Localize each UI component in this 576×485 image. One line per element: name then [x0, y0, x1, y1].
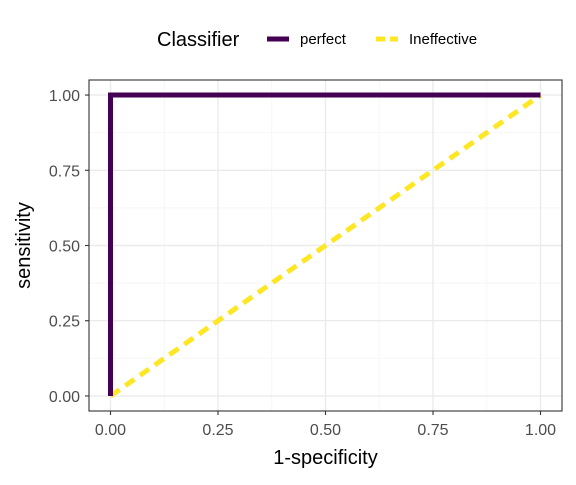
y-axis-title: sensitivity [13, 202, 35, 289]
x-tick-label: 0.75 [417, 422, 448, 439]
series-line-perfect [108, 92, 541, 396]
y-tick-label: 0.50 [49, 239, 80, 256]
y-tick-label: 1.00 [49, 88, 80, 105]
y-tick-label: 0.00 [49, 389, 80, 406]
axis-ticks: 0.00 0.25 0.50 0.75 1.00 0.00 0.25 0.50 0.75 1.00 [49, 88, 556, 439]
x-tick-label: 0.25 [202, 422, 233, 439]
legend: Classifier perfect Ineffective [157, 29, 477, 51]
series-layer [108, 92, 542, 399]
x-tick-label: 1.00 [525, 422, 556, 439]
legend-label-perfect: perfect [300, 31, 347, 48]
legend-label-ineffective: Ineffective [409, 31, 477, 48]
x-tick-label: 0.50 [310, 422, 341, 439]
series-line-ineffective [109, 92, 542, 399]
legend-title: Classifier [157, 29, 240, 51]
x-tick-label: 0.00 [95, 422, 126, 439]
y-tick-label: 0.75 [49, 163, 80, 180]
y-tick-label: 0.25 [49, 314, 80, 331]
x-axis-title: 1-specificity [273, 447, 377, 469]
